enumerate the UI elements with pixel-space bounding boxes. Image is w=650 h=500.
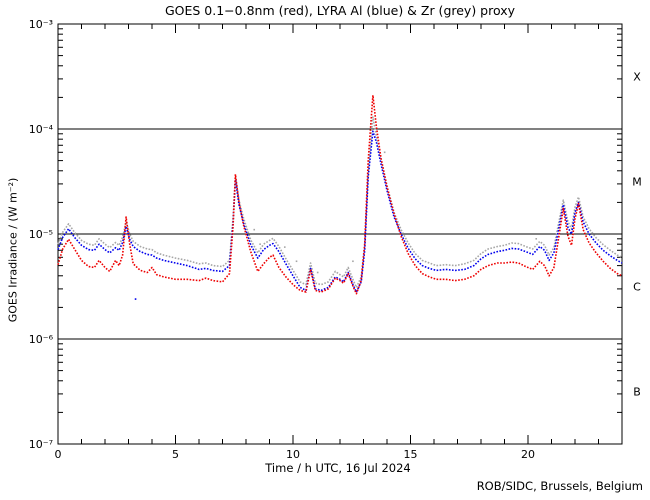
series-zr: [57, 116, 623, 289]
flare-class-label: M: [632, 176, 642, 189]
stray-dot: [535, 238, 538, 240]
stray-dot: [316, 271, 319, 274]
x-tick-label: 5: [172, 448, 179, 461]
stray-dot: [283, 246, 286, 248]
y-axis-label: GOES Irradiance / (W m⁻²): [6, 177, 20, 323]
y-tick-label: 10⁻⁵: [29, 228, 53, 241]
x-tick-label: 15: [404, 448, 418, 461]
x-tick-label: 20: [521, 448, 535, 461]
y-tick-label: 10⁻³: [29, 18, 53, 31]
x-tick-label: 0: [55, 448, 62, 461]
y-tick-label: 10⁻⁶: [29, 333, 54, 346]
credit-text: ROB/SIDC, Brussels, Belgium: [476, 479, 643, 493]
stray-dot: [259, 243, 261, 245]
stray-dot: [383, 151, 386, 154]
series-goes: [57, 94, 623, 295]
stray-dot: [253, 228, 256, 231]
plot-title: GOES 0.1−0.8nm (red), LYRA Al (blue) & Z…: [164, 3, 516, 18]
series-al: [57, 130, 623, 293]
flare-class-label: C: [633, 281, 641, 294]
flare-class-label: X: [633, 71, 641, 84]
stray-dot: [134, 298, 137, 300]
stray-dot: [295, 260, 298, 263]
stray-dot: [352, 260, 354, 263]
flare-class-label: B: [633, 386, 641, 399]
y-tick-label: 10⁻⁷: [29, 438, 53, 451]
x-axis-label: Time / h UTC, 16 Jul 2024: [265, 461, 411, 475]
x-tick-label: 10: [286, 448, 300, 461]
y-tick-label: 10⁻⁴: [29, 123, 54, 136]
